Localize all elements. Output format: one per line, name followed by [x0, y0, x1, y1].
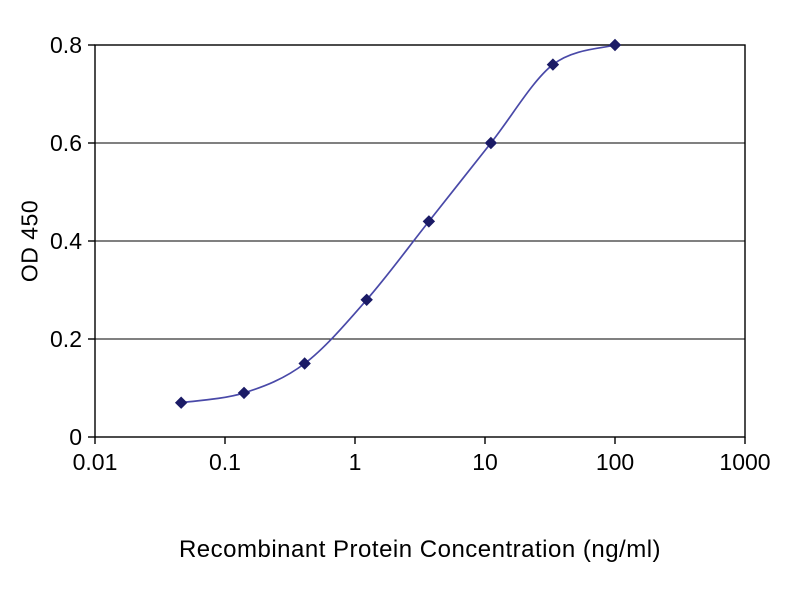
y-tick-label: 0.6: [50, 130, 82, 156]
data-point: [298, 357, 311, 370]
data-point: [174, 396, 188, 409]
x-tick-label: 0.01: [73, 449, 118, 475]
data-line: [181, 44, 616, 404]
x-axis-title: Recombinant Protein Concentration (ng/ml…: [178, 536, 662, 563]
data-point: [360, 293, 373, 307]
data-point: [546, 58, 560, 71]
x-tick-label: 1000: [719, 449, 770, 475]
x-tick-label: 0.1: [209, 449, 241, 475]
y-tick-label: 0: [69, 424, 82, 450]
y-tick-label: 0.8: [50, 32, 82, 58]
data-point: [422, 215, 436, 228]
x-tick-label: 1: [349, 449, 362, 475]
data-point: [484, 136, 498, 150]
y-tick-label: 0.4: [50, 228, 82, 254]
y-tick-label: 0.2: [50, 326, 82, 352]
x-tick-label: 10: [472, 449, 498, 475]
y-axis-title: OD 450: [16, 199, 43, 283]
x-tick-label: 100: [596, 449, 634, 475]
data-point: [237, 386, 251, 400]
data-point: [608, 38, 622, 52]
